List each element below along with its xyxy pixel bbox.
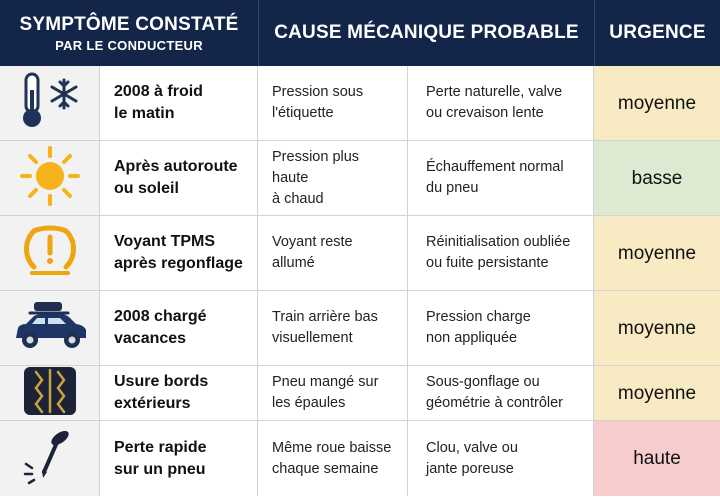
- row-icon-cell: [0, 421, 100, 496]
- header-symptom: SYMPTÔME CONSTATÉ PAR LE CONDUCTEUR: [0, 0, 258, 66]
- symptom-cell: Perte rapide sur un pneu: [100, 421, 258, 496]
- cause-cell: Même roue baisse chaque semaine: [258, 421, 408, 496]
- urgency-cell: moyenne: [594, 66, 720, 140]
- urgency-label: moyenne: [617, 242, 697, 264]
- cause-cell: Pneu mangé sur les épaules: [258, 366, 408, 420]
- table-row: Usure bords extérieurs Pneu mangé sur le…: [0, 366, 720, 421]
- row-icon-cell: [0, 66, 100, 140]
- tire-tread-icon: [22, 366, 78, 421]
- table-row: 2008 chargé vacances Train arrière bas v…: [0, 291, 720, 366]
- probable-cause-cell: Perte naturelle, valve ou crevaison lent…: [408, 66, 594, 140]
- cause-cell: Voyant reste allumé: [258, 216, 408, 290]
- urgency-cell: moyenne: [594, 291, 720, 365]
- urgency-label: moyenne: [617, 92, 697, 114]
- header-cause-title: CAUSE MÉCANIQUE PROBABLE: [274, 22, 579, 43]
- symptom-cell: 2008 chargé vacances: [100, 291, 258, 365]
- row-icon-cell: [0, 366, 100, 420]
- table-row: 2008 à froid le matin Pression sous l'ét…: [0, 66, 720, 141]
- nail-icon: [20, 426, 80, 491]
- cause-cell: Train arrière bas visuellement: [258, 291, 408, 365]
- urgency-cell: moyenne: [594, 366, 720, 420]
- header-symptom-title: SYMPTÔME CONSTATÉ: [19, 13, 239, 35]
- urgency-label: basse: [631, 167, 683, 189]
- header-urgency: URGENCE: [594, 0, 720, 66]
- row-icon-cell: [0, 141, 100, 215]
- urgency-cell: haute: [594, 421, 720, 496]
- header-symptom-subtitle: PAR LE CONDUCTEUR: [55, 37, 203, 53]
- probable-cause-cell: Pression charge non appliquée: [408, 291, 594, 365]
- urgency-cell: basse: [594, 141, 720, 215]
- cause-cell: Pression plus haute à chaud: [258, 141, 408, 215]
- cause-cell: Pression sous l'étiquette: [258, 66, 408, 140]
- urgency-label: moyenne: [617, 317, 697, 339]
- probable-cause-cell: Échauffement normal du pneu: [408, 141, 594, 215]
- probable-cause-cell: Sous-gonflage ou géométrie à contrôler: [408, 366, 594, 420]
- row-icon-cell: [0, 216, 100, 290]
- probable-cause-cell: Réinitialisation oubliée ou fuite persis…: [408, 216, 594, 290]
- probable-cause-cell: Clou, valve ou jante poreuse: [408, 421, 594, 496]
- sun-icon: [18, 144, 82, 213]
- header-urgency-title: URGENCE: [609, 22, 706, 43]
- tpms-warning-icon: [20, 223, 80, 284]
- table-row: Perte rapide sur un pneu Même roue baiss…: [0, 421, 720, 496]
- loaded-car-icon: [10, 300, 90, 357]
- header-cause: CAUSE MÉCANIQUE PROBABLE: [258, 0, 594, 66]
- symptom-cell: Usure bords extérieurs: [100, 366, 258, 420]
- urgency-cell: moyenne: [594, 216, 720, 290]
- row-icon-cell: [0, 291, 100, 365]
- thermometer-snowflake-icon: [14, 70, 86, 137]
- symptom-cell: 2008 à froid le matin: [100, 66, 258, 140]
- table-row: Voyant TPMS après regonflage Voyant rest…: [0, 216, 720, 291]
- table-row: Après autoroute ou soleil Pression plus …: [0, 141, 720, 216]
- symptom-cell: Voyant TPMS après regonflage: [100, 216, 258, 290]
- symptom-cell: Après autoroute ou soleil: [100, 141, 258, 215]
- urgency-label: haute: [633, 448, 681, 469]
- table-header: SYMPTÔME CONSTATÉ PAR LE CONDUCTEUR CAUS…: [0, 0, 720, 66]
- urgency-label: moyenne: [617, 382, 697, 404]
